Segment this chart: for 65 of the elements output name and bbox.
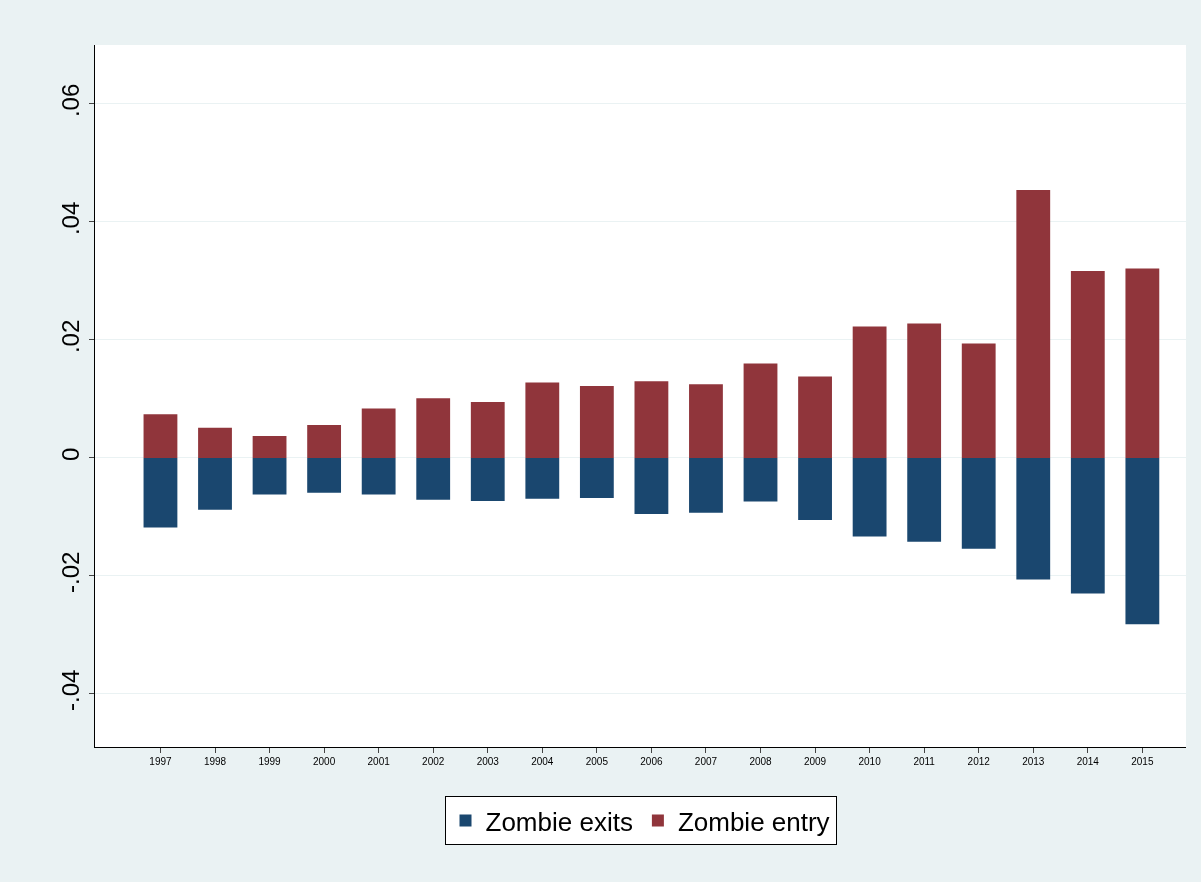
bar	[198, 457, 232, 510]
bar	[416, 457, 451, 500]
bar	[470, 401, 505, 458]
bar	[198, 427, 232, 458]
x-tick-label: 1997	[149, 756, 173, 767]
bar	[143, 414, 178, 458]
bar	[634, 457, 669, 514]
bar	[907, 323, 942, 458]
bar	[743, 363, 778, 458]
legend-label: Zombie entry	[677, 806, 830, 837]
y-tick-label: -.04	[57, 669, 85, 711]
bar	[470, 457, 505, 502]
x-tick-label: 1999	[258, 756, 282, 767]
x-tick-label: 2009	[803, 756, 827, 767]
bar	[1016, 190, 1051, 458]
x-tick-label: 2013	[1022, 756, 1045, 767]
x-tick-label: 2004	[531, 756, 554, 767]
bar	[361, 408, 396, 458]
x-tick-label: 2008	[749, 756, 773, 767]
bar	[961, 343, 996, 458]
x-tick-label: 2000	[312, 756, 336, 767]
y-tick-label: .02	[57, 319, 85, 354]
bar	[852, 326, 887, 458]
x-tick-label: 2006	[640, 756, 663, 767]
x-tick-label: 2011	[913, 756, 936, 767]
x-tick-label: 2010	[858, 756, 882, 767]
legend-label: Zombie exits	[485, 806, 633, 837]
bar	[907, 457, 942, 542]
x-tick-label: 2007	[694, 756, 718, 767]
bar	[1070, 270, 1105, 458]
x-tick-label: 2002	[422, 756, 445, 767]
bar	[143, 457, 178, 528]
bar	[525, 382, 560, 458]
bar	[798, 457, 832, 520]
bar	[1070, 457, 1105, 594]
bar	[798, 376, 832, 458]
bar	[1125, 268, 1160, 458]
bar	[1016, 457, 1051, 580]
bar	[743, 457, 778, 502]
y-tick-label: .04	[57, 201, 85, 236]
y-tick-label: 0	[57, 447, 85, 462]
bar	[252, 436, 287, 458]
x-tick-label: 1998	[203, 756, 227, 767]
y-tick-label: -.02	[57, 551, 85, 593]
bar	[1125, 457, 1160, 625]
bar	[634, 381, 669, 458]
x-tick-label: 2001	[367, 756, 391, 767]
bar	[579, 385, 614, 458]
x-tick-label: 2015	[1131, 756, 1154, 767]
bar	[252, 457, 287, 495]
y-tick-label: .06	[57, 83, 85, 118]
bar	[307, 457, 342, 493]
x-tick-label: 2012	[967, 756, 991, 767]
x-tick-label: 2014	[1076, 756, 1100, 767]
bar	[689, 457, 723, 513]
bar	[416, 398, 451, 458]
bar	[852, 457, 887, 537]
x-tick-label: 2003	[476, 756, 500, 767]
bar	[361, 457, 396, 495]
bar	[689, 384, 723, 458]
bar	[307, 424, 342, 458]
bar	[579, 457, 614, 499]
bar	[961, 457, 996, 549]
bar	[525, 457, 560, 499]
x-tick-label: 2005	[585, 756, 609, 767]
